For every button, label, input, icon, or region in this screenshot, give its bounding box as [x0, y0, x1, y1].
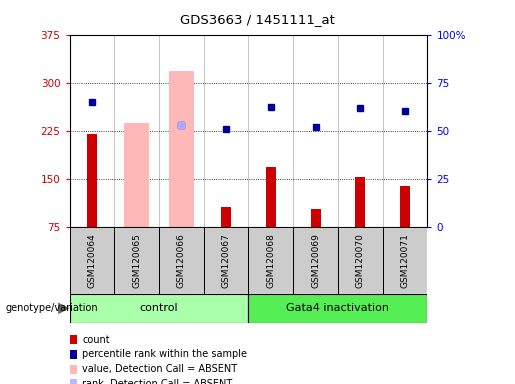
Text: rank, Detection Call = ABSENT: rank, Detection Call = ABSENT: [82, 379, 233, 384]
Bar: [293, 227, 338, 294]
Bar: [266, 167, 276, 227]
Bar: [169, 71, 194, 227]
Bar: [124, 123, 149, 227]
Bar: [204, 227, 248, 294]
Text: GDS3663 / 1451111_at: GDS3663 / 1451111_at: [180, 13, 335, 26]
Bar: [87, 134, 97, 227]
Bar: [355, 177, 365, 227]
Bar: [159, 227, 204, 294]
Bar: [114, 227, 159, 294]
Text: GSM120068: GSM120068: [266, 233, 276, 288]
Bar: [70, 227, 114, 294]
Text: Gata4 inactivation: Gata4 inactivation: [286, 303, 389, 313]
Bar: [311, 209, 320, 227]
Text: percentile rank within the sample: percentile rank within the sample: [82, 349, 247, 359]
Bar: [400, 186, 410, 227]
Text: genotype/variation: genotype/variation: [5, 303, 98, 313]
Bar: [248, 294, 427, 323]
Bar: [221, 207, 231, 227]
Polygon shape: [58, 303, 70, 314]
Text: GSM120064: GSM120064: [88, 233, 96, 288]
Text: GSM120067: GSM120067: [221, 233, 231, 288]
Bar: [383, 227, 427, 294]
Text: value, Detection Call = ABSENT: value, Detection Call = ABSENT: [82, 364, 237, 374]
Text: GSM120070: GSM120070: [356, 233, 365, 288]
Bar: [70, 294, 248, 323]
Bar: [338, 227, 383, 294]
Text: GSM120066: GSM120066: [177, 233, 186, 288]
Text: GSM120069: GSM120069: [311, 233, 320, 288]
Text: GSM120065: GSM120065: [132, 233, 141, 288]
Bar: [248, 227, 293, 294]
Text: control: control: [140, 303, 178, 313]
Text: count: count: [82, 335, 110, 345]
Text: GSM120071: GSM120071: [401, 233, 409, 288]
